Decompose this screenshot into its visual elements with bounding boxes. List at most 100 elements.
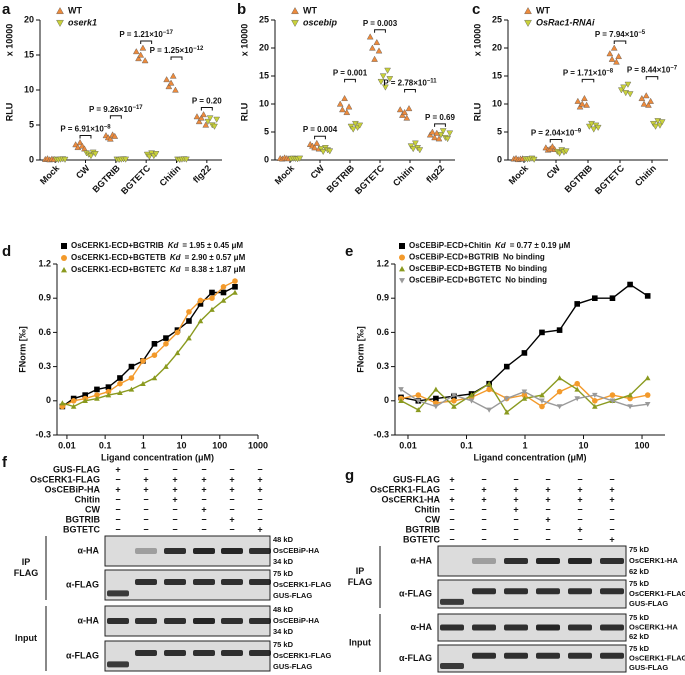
data-point: [94, 395, 100, 401]
data-point: [343, 108, 351, 115]
x-tick-label: 0.01: [58, 440, 76, 450]
condition-sign: +: [449, 474, 454, 484]
p-value-text: P = 6.91×10: [60, 125, 104, 134]
panel-letter: g: [345, 467, 354, 484]
p-value: P = 7.94×10−5: [595, 30, 646, 40]
marker-label: GUS-FLAG: [629, 599, 668, 608]
data-point: [521, 395, 528, 401]
p-value: P = 1.21×10−17: [119, 30, 173, 40]
series-line: [400, 283, 649, 402]
panel-letter: d: [2, 243, 11, 260]
legend-marker: [61, 243, 67, 249]
legend-marker: [399, 278, 405, 284]
x-tick-label: 100: [212, 440, 227, 450]
data-point: [401, 108, 408, 115]
condition-sign: +: [577, 494, 582, 504]
data-point: [139, 44, 147, 51]
data-point: [232, 289, 238, 295]
data-point: [405, 105, 413, 112]
blot-band: [193, 579, 215, 585]
data-point: [87, 153, 95, 160]
data-point: [345, 103, 353, 110]
data-point: [137, 51, 145, 58]
data-point: [70, 398, 77, 404]
condition-sign: −: [577, 474, 582, 484]
blot-strip: [437, 613, 627, 642]
group-label: Input: [15, 633, 37, 643]
data-point: [503, 363, 510, 370]
condition-sign: +: [513, 484, 518, 494]
data-point: [624, 81, 632, 88]
y-tick-label: 15: [492, 70, 502, 80]
data-point: [202, 121, 210, 128]
p-value-exponent: −7: [670, 65, 678, 71]
data-point: [530, 156, 538, 163]
data-point: [352, 121, 359, 128]
data-point: [645, 101, 652, 108]
legend-label: OsCERK1-ECD+BGTRIB Kd = 1.95 ± 0.45 μM: [71, 241, 243, 250]
data-point: [416, 147, 424, 154]
data-point: [349, 126, 357, 133]
data-point: [151, 352, 158, 359]
data-point: [539, 329, 545, 336]
data-point: [195, 118, 203, 125]
x-tick-label: BGTRIB: [325, 163, 357, 195]
condition-label: OsCERK1-HA: [381, 494, 440, 504]
condition-label: CW: [425, 514, 440, 524]
data-point: [186, 309, 192, 315]
p-value-text: P = 7.94×10: [595, 30, 639, 39]
x-tick-label: BGTETC: [119, 163, 153, 197]
condition-sign: +: [513, 504, 518, 514]
data-point: [356, 122, 364, 129]
y-tick-label: 0: [29, 154, 34, 164]
blot-band: [536, 558, 560, 564]
blot-band: [249, 579, 271, 585]
condition-sign: −: [449, 524, 454, 534]
data-point: [588, 121, 595, 128]
condition-sign: −: [229, 524, 234, 534]
data-point: [644, 392, 651, 398]
data-point: [186, 335, 192, 341]
y-axis-label: RLU: [472, 103, 482, 122]
data-point: [209, 295, 215, 302]
x-tick-label: 0.1: [460, 440, 473, 450]
blot-band: [568, 558, 592, 564]
data-point: [197, 297, 204, 304]
condition-sign: −: [545, 534, 550, 544]
condition-sign: −: [577, 514, 582, 524]
blot-band: [568, 652, 592, 659]
legend-label: OsCEBiP-ECD+BGTETC No binding: [409, 276, 547, 285]
condition-label: Chitin: [75, 494, 101, 504]
data-point: [151, 341, 158, 347]
y-tick-label: 5: [264, 126, 269, 136]
blot-strip: [104, 640, 271, 672]
legend-note: = 2.90 ± 0.57 μM: [185, 253, 246, 262]
y-tick-label: -0.3: [373, 429, 389, 439]
y-multiplier: x 10000: [4, 24, 14, 57]
condition-sign: −: [513, 514, 518, 524]
marker-label: 48 kD: [273, 535, 294, 544]
p-bracket: [404, 88, 416, 93]
data-point: [105, 384, 112, 390]
blot-band: [221, 618, 243, 624]
data-point: [574, 301, 580, 307]
x-tick-label: CW: [544, 163, 562, 181]
blot-strip: [437, 579, 627, 609]
data-point: [562, 148, 570, 155]
blot-band: [193, 618, 215, 624]
condition-label: GUS-FLAG: [393, 474, 440, 484]
data-point: [122, 156, 130, 163]
p-bracket: [344, 78, 356, 83]
y-tick-label: 10: [24, 84, 34, 94]
data-point: [117, 380, 123, 387]
legend-note-label: Kd: [168, 241, 180, 250]
marker-label: 75 kD: [629, 613, 650, 622]
legend-label: OsCERK1-ECD+BGTETC Kd = 8.38 ± 1.87 μM: [71, 265, 246, 274]
data-point: [206, 115, 214, 122]
condition-label: BGTETC: [403, 534, 440, 544]
data-point: [415, 392, 422, 398]
legend-marker: [291, 7, 299, 14]
x-tick-label: Mock: [38, 162, 62, 186]
condition-label: OsCERK1-FLAG: [370, 484, 440, 494]
legend-label: OsCEBiP-ECD+BGTETB No binding: [409, 264, 547, 273]
